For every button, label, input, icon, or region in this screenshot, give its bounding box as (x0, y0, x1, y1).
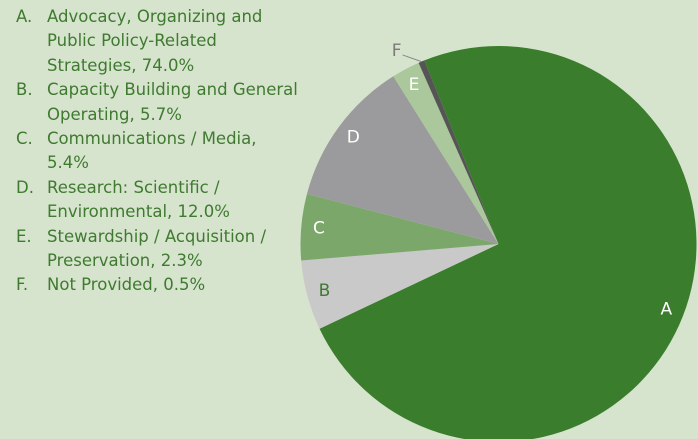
pie-slice (418, 60, 499, 244)
legend-label: Not Provided, 0.5% (47, 275, 206, 295)
legend-letter: D. (16, 177, 34, 197)
pie-slice (306, 76, 499, 244)
pie-slice (393, 62, 499, 244)
pie-slice (301, 244, 499, 329)
leader-line (402, 54, 422, 63)
pie-slice (319, 46, 697, 439)
slice-label: C (313, 218, 325, 238)
legend-letter: E. (16, 226, 32, 246)
slice-label: F (392, 41, 402, 61)
legend-label: Capacity Building and General Operating,… (47, 80, 298, 124)
legend-label: Communications / Media, 5.4% (47, 129, 257, 173)
legend-item: A. Advocacy, Organizing and Public Policy… (16, 5, 301, 78)
legend-letter: A. (16, 7, 33, 26)
legend-item: F. Not Provided, 0.5% (16, 273, 301, 297)
legend: A. Advocacy, Organizing and Public Policy… (16, 5, 301, 298)
legend-letter: C. (16, 129, 33, 149)
legend-item: D. Research: Scientific / Environmental, … (16, 176, 301, 225)
legend-item: B. Capacity Building and General Operatin… (16, 78, 301, 127)
slice-label: E (409, 75, 420, 95)
legend-label: Research: Scientific / Environmental, 12… (47, 177, 230, 222)
legend-label: Stewardship / Acquisition / Preservation… (47, 226, 267, 271)
slice-label: B (319, 281, 331, 301)
legend-letter: F. (16, 275, 29, 295)
legend-item: E. Stewardship / Acquisition / Preservati… (16, 225, 301, 274)
slice-label: A (661, 300, 673, 320)
legend-label: Advocacy, Organizing and Public Policy-R… (47, 7, 263, 75)
legend-item: C. Communications / Media, 5.4% (16, 127, 301, 176)
pie-slice (300, 193, 499, 261)
slice-label: D (347, 127, 360, 147)
legend-letter: B. (16, 80, 33, 100)
